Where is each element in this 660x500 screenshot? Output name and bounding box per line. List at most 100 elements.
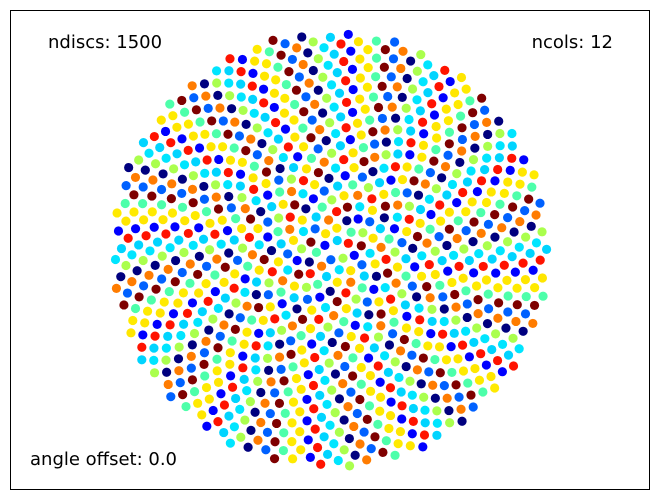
disc-point (283, 249, 293, 259)
disc-point (371, 271, 382, 281)
disc-point (385, 383, 396, 393)
disc-point (490, 232, 500, 242)
disc-point (303, 48, 313, 58)
disc-point (223, 180, 233, 190)
disc-point (380, 125, 390, 135)
disc-point (239, 374, 249, 384)
disc-point (288, 397, 299, 407)
disc-point (165, 243, 175, 253)
disc-point (321, 271, 332, 282)
disc-point (348, 84, 358, 95)
disc-point (194, 223, 204, 233)
disc-point (473, 294, 483, 305)
disc-point (406, 126, 416, 136)
disc-point (281, 79, 291, 90)
disc-point (156, 115, 166, 125)
disc-point (225, 348, 235, 358)
disc-point (389, 224, 400, 234)
disc-point (269, 102, 279, 113)
disc-point (525, 248, 535, 258)
disc-point (190, 210, 200, 221)
disc-point (510, 267, 520, 277)
disc-point (478, 387, 488, 397)
disc-point (239, 339, 249, 349)
disc-point (363, 62, 373, 73)
disc-point (393, 200, 403, 210)
disc-point (194, 288, 204, 298)
disc-point (301, 204, 311, 214)
disc-point (395, 346, 406, 356)
disc-point (144, 148, 154, 158)
disc-point (362, 414, 372, 424)
disc-point (507, 128, 517, 139)
disc-point (470, 131, 480, 141)
disc-point (237, 54, 248, 65)
disc-point (365, 370, 376, 381)
disc-point (242, 386, 252, 396)
disc-point (263, 232, 273, 242)
disc-point (179, 160, 190, 170)
disc-point (447, 367, 457, 378)
disc-point (317, 202, 327, 212)
disc-point (458, 273, 468, 283)
disc-point (451, 380, 461, 390)
disc-point (443, 116, 454, 126)
disc-point (386, 294, 396, 304)
disc-point (250, 353, 260, 363)
disc-point (208, 405, 218, 416)
disc-point (129, 207, 139, 217)
disc-point (343, 29, 353, 40)
disc-point (119, 300, 129, 310)
disc-point (275, 163, 285, 174)
disc-point (343, 238, 353, 248)
disc-point (415, 315, 425, 325)
disc-point (388, 329, 398, 339)
disc-point (297, 314, 308, 324)
disc-point (261, 59, 272, 69)
disc-point (244, 232, 255, 242)
disc-point (481, 197, 492, 208)
disc-point (330, 163, 341, 173)
disc-point (521, 232, 531, 242)
disc-point (151, 284, 161, 294)
disc-point (446, 342, 456, 352)
disc-point (452, 168, 462, 179)
disc-point (168, 111, 178, 121)
disc-point (173, 298, 183, 308)
disc-point (251, 365, 261, 375)
disc-point (376, 321, 386, 331)
disc-point (245, 214, 256, 224)
disc-point (253, 223, 263, 234)
disc-point (480, 105, 490, 115)
disc-point (287, 418, 297, 428)
disc-point (112, 208, 122, 218)
disc-point (268, 35, 278, 45)
disc-point (248, 68, 258, 79)
disc-point (271, 418, 282, 429)
disc-point (199, 359, 209, 369)
disc-point (370, 259, 380, 269)
disc-point (503, 177, 513, 187)
disc-point (358, 228, 368, 238)
disc-point (352, 308, 362, 318)
disc-point (356, 130, 366, 140)
disc-point (518, 258, 528, 268)
disc-point (468, 108, 478, 118)
disc-point (270, 117, 281, 128)
disc-point (514, 344, 524, 354)
disc-point (210, 286, 220, 297)
disc-point (402, 188, 412, 198)
disc-point (316, 261, 327, 271)
disc-point (259, 71, 270, 81)
disc-point (170, 222, 180, 232)
disc-point (392, 262, 403, 272)
disc-point (269, 88, 280, 98)
disc-point (429, 110, 440, 120)
disc-point (420, 405, 430, 415)
disc-point (352, 408, 362, 419)
disc-point (247, 315, 257, 325)
disc-point (224, 411, 234, 421)
disc-point (313, 144, 323, 154)
disc-point (189, 328, 200, 339)
disc-point (222, 225, 233, 236)
